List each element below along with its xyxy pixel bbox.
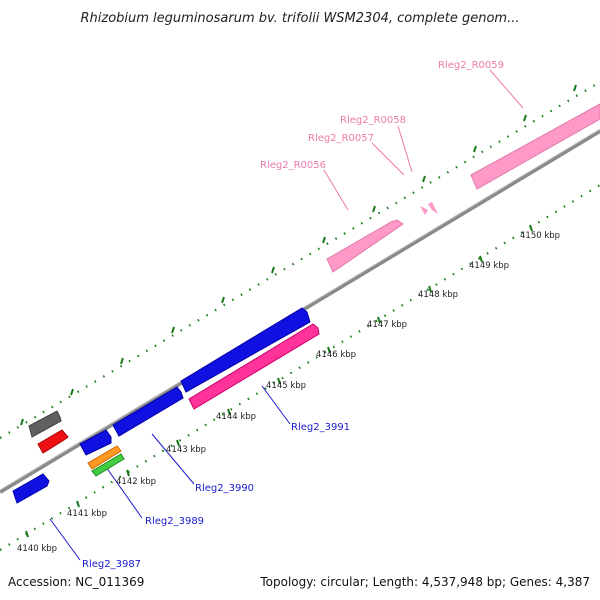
tick-label: 4148 kbp	[418, 290, 458, 300]
tick-labels: 4140 kbp 4141 kbp 4142 kbp 4143 kbp 4144…	[17, 231, 560, 554]
tick-label: 4146 kbp	[316, 350, 356, 360]
outer-guide-track	[0, 81, 600, 439]
gene-label-r0057[interactable]: Rleg2_R0057	[308, 133, 374, 144]
green-feature[interactable]	[91, 453, 125, 477]
accession-text: Accession: NC_011369	[8, 575, 144, 589]
rrna-gene-r0057[interactable]	[420, 206, 428, 215]
gene-label-r0058[interactable]: Rleg2_R0058	[340, 115, 406, 126]
tick-label: 4143 kbp	[166, 445, 206, 455]
gene-label-3987[interactable]: Rleg2_3987	[82, 559, 141, 570]
genome-summary-text: Topology: circular; Length: 4,537,948 bp…	[259, 575, 590, 589]
pseudo-gene-grey[interactable]	[28, 410, 62, 438]
orange-feature[interactable]	[87, 445, 122, 470]
rrna-gene-r0059[interactable]	[470, 103, 600, 190]
outer-major-ticks	[20, 84, 577, 426]
trna-gene-red[interactable]	[37, 429, 69, 454]
rrna-gene-r0058[interactable]	[428, 202, 438, 214]
top-label-connectors	[323, 69, 524, 211]
tick-label: 4141 kbp	[67, 509, 107, 519]
gene-label-3991[interactable]: Rleg2_3991	[291, 422, 350, 433]
bottom-gene-labels: Rleg2_3991 Rleg2_3990 Rleg2_3989 Rleg2_3…	[82, 422, 350, 570]
gene-label-3990[interactable]: Rleg2_3990	[195, 483, 254, 494]
tick-label: 4145 kbp	[266, 381, 306, 391]
tick-label: 4142 kbp	[116, 477, 156, 487]
tick-label: 4149 kbp	[469, 261, 509, 271]
tick-label: 4140 kbp	[17, 544, 57, 554]
gene-label-3989[interactable]: Rleg2_3989	[145, 516, 204, 527]
inner-guide-track	[0, 184, 600, 551]
bottom-label-connectors	[49, 385, 291, 561]
cds-gene-3989[interactable]	[79, 429, 112, 456]
top-gene-labels: Rleg2_R0059 Rleg2_R0058 Rleg2_R0057 Rleg…	[260, 60, 504, 171]
rrna-gene-r0056[interactable]	[326, 219, 404, 273]
gene-label-r0056[interactable]: Rleg2_R0056	[260, 160, 326, 171]
tick-label: 4144 kbp	[216, 412, 256, 422]
cds-gene-3987[interactable]	[12, 473, 50, 504]
tick-label: 4147 kbp	[367, 320, 407, 330]
gene-label-r0059[interactable]: Rleg2_R0059	[438, 60, 504, 71]
cds-gene-3990[interactable]	[112, 386, 184, 437]
cds-gene-3990b[interactable]	[180, 307, 311, 393]
map-title: Rhizobium leguminosarum bv. trifolii WSM…	[81, 11, 520, 26]
ncrna-gene-3991[interactable]	[188, 323, 320, 410]
tick-label: 4150 kbp	[520, 231, 560, 241]
inner-major-ticks	[25, 224, 533, 538]
